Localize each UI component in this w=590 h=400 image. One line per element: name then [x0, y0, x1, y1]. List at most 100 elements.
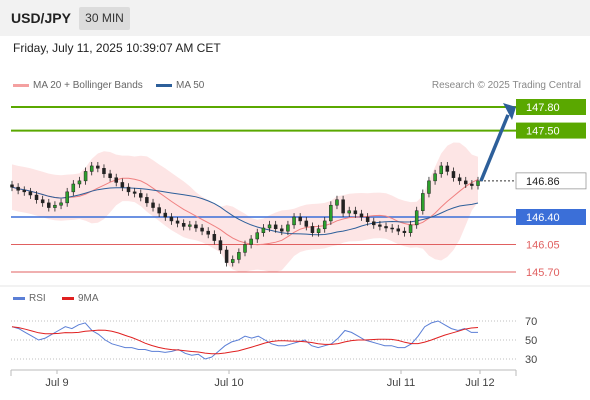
candle-body — [120, 182, 125, 188]
candle-body — [433, 173, 437, 182]
candle-body — [181, 223, 186, 227]
rsi-ma-line — [11, 326, 479, 355]
candle-body — [139, 193, 143, 198]
level-box-3 — [516, 209, 586, 225]
candle-body — [169, 216, 174, 222]
candle-body — [102, 168, 106, 175]
candle-body — [341, 199, 345, 214]
candle-body — [16, 186, 20, 191]
level-box-0 — [516, 99, 586, 115]
x-tick-label: Jul 11 — [387, 377, 416, 389]
candle-body — [89, 165, 94, 172]
candle-body — [53, 204, 57, 208]
level-label-5: 145.70 — [526, 267, 560, 279]
legend-ma20-label: MA 20 + Bollinger Bands — [33, 80, 143, 91]
candle-body — [47, 202, 51, 208]
level-label-0: 147.80 — [526, 102, 560, 114]
candle-body — [59, 202, 63, 206]
legend-rsi: RSI — [13, 293, 46, 304]
candle-body — [396, 228, 401, 232]
candle-body — [200, 227, 204, 232]
legend-ma50-label: MA 50 — [176, 80, 205, 91]
candle-body — [329, 204, 333, 222]
candle-body — [83, 171, 88, 182]
level-box-2 — [515, 172, 587, 190]
candle-body — [157, 207, 161, 214]
candle-body — [114, 177, 118, 183]
candle-body — [230, 259, 235, 263]
candle-body — [237, 252, 241, 260]
candle-body — [378, 224, 382, 227]
candle-body — [451, 171, 456, 178]
x-tick-label: Jul 9 — [45, 377, 68, 389]
candle-body — [335, 199, 339, 206]
candle-body — [273, 224, 278, 230]
candle-body — [132, 191, 137, 194]
candle-body — [359, 213, 364, 218]
ma50-line — [11, 186, 479, 236]
candle-body — [261, 227, 266, 233]
candle-body — [384, 226, 388, 229]
candle-body — [304, 220, 309, 227]
candle-body — [175, 220, 180, 224]
candle-body — [298, 216, 302, 222]
candle-body — [151, 202, 155, 208]
candle-body — [322, 220, 327, 230]
candle-body — [188, 224, 192, 227]
candle-body — [10, 184, 14, 188]
candle-body — [353, 210, 358, 215]
candle-body — [445, 165, 450, 172]
candle-body — [40, 199, 45, 204]
x-tick-label: Jul 10 — [214, 377, 243, 389]
candle-body — [194, 224, 198, 229]
legend-9ma-swatch — [62, 296, 74, 300]
candle-body — [347, 210, 351, 214]
level-label-1: 147.50 — [526, 126, 560, 138]
candle-body — [255, 232, 260, 240]
candle-body — [390, 227, 394, 230]
candle-body — [212, 234, 217, 241]
legend-9ma: 9MA — [62, 293, 99, 304]
candle-body — [316, 228, 321, 233]
legend-ma50: MA 50 — [156, 80, 204, 91]
candle-body — [427, 180, 431, 194]
candle-body — [108, 173, 112, 178]
candle-body — [267, 224, 272, 229]
candle-body — [206, 230, 210, 235]
legend-rsi-swatch — [13, 296, 25, 300]
candle-body — [365, 216, 370, 222]
timeframe-badge[interactable]: 30 MIN — [79, 7, 130, 30]
legend-ma20: MA 20 + Bollinger Bands — [13, 80, 143, 91]
candle-body — [414, 210, 419, 226]
legend-9ma-label: 9MA — [78, 293, 99, 304]
candle-body — [71, 183, 76, 193]
candle-body — [408, 224, 413, 233]
level-label-3: 146.40 — [526, 212, 560, 224]
candle-body — [280, 228, 284, 232]
candle-body — [96, 165, 100, 169]
candle-body — [292, 216, 296, 226]
candle-body — [224, 249, 229, 263]
candle-body — [65, 191, 69, 204]
candle-body — [249, 238, 253, 245]
candle-body — [126, 186, 131, 193]
timestamp: Friday, July 11, 2025 10:39:07 AM CET — [13, 41, 221, 55]
candle-body — [310, 226, 315, 233]
candle-body — [218, 240, 223, 251]
candle-body — [163, 212, 168, 218]
candle-body — [77, 180, 82, 185]
rsi-line — [11, 320, 478, 360]
projection-arrow-head — [503, 103, 516, 120]
level-box-1 — [516, 122, 586, 139]
symbol-title: USD/JPY — [11, 10, 71, 26]
candle-body — [145, 197, 149, 204]
candle-body — [286, 224, 290, 232]
legend-ma50-swatch — [156, 83, 172, 87]
candle-body — [463, 180, 468, 185]
candle-body — [22, 190, 27, 193]
candle-body — [28, 191, 33, 196]
candle-body — [34, 194, 39, 200]
legend-rsi-label: RSI — [29, 293, 46, 304]
projection-arrow-line — [479, 114, 510, 182]
credit-text: Research © 2025 Trading Central — [431, 80, 581, 91]
